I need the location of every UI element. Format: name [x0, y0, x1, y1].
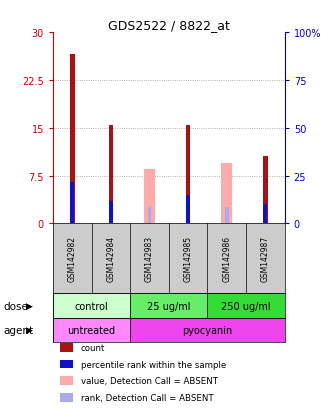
- Bar: [70, 55, 74, 224]
- Text: GSM142982: GSM142982: [68, 236, 77, 282]
- Text: ▶: ▶: [26, 301, 33, 310]
- Text: dose: dose: [3, 301, 28, 311]
- Text: GSM142983: GSM142983: [145, 236, 154, 282]
- Bar: [186, 125, 190, 224]
- Title: GDS2522 / 8822_at: GDS2522 / 8822_at: [108, 19, 230, 32]
- Text: pyocyanin: pyocyanin: [182, 325, 233, 335]
- Bar: [208, 294, 285, 318]
- Bar: [53, 318, 130, 342]
- Bar: [263, 205, 267, 224]
- Bar: [186, 195, 190, 224]
- Text: 250 ug/ml: 250 ug/ml: [221, 301, 271, 311]
- Text: 25 ug/ml: 25 ug/ml: [147, 301, 191, 311]
- Text: control: control: [75, 301, 109, 311]
- Bar: [60, 343, 73, 352]
- Bar: [109, 125, 113, 224]
- Text: GSM142986: GSM142986: [222, 236, 231, 282]
- Text: GSM142985: GSM142985: [184, 236, 193, 282]
- Bar: [148, 208, 151, 224]
- Text: percentile rank within the sample: percentile rank within the sample: [81, 360, 226, 369]
- Text: value, Detection Call = ABSENT: value, Detection Call = ABSENT: [81, 376, 218, 385]
- Text: GSM142987: GSM142987: [261, 236, 270, 282]
- Text: rank, Detection Call = ABSENT: rank, Detection Call = ABSENT: [81, 393, 213, 402]
- Text: agent: agent: [3, 325, 33, 335]
- Bar: [130, 318, 285, 342]
- Bar: [221, 164, 232, 224]
- Bar: [263, 157, 268, 224]
- Bar: [130, 294, 208, 318]
- Text: ▶: ▶: [26, 325, 33, 335]
- Bar: [70, 183, 74, 224]
- Text: count: count: [81, 343, 105, 352]
- Bar: [60, 393, 73, 402]
- Text: untreated: untreated: [68, 325, 116, 335]
- Bar: [60, 360, 73, 368]
- Bar: [109, 202, 113, 224]
- Bar: [144, 170, 155, 224]
- Bar: [53, 294, 130, 318]
- Bar: [225, 208, 229, 224]
- Bar: [60, 377, 73, 385]
- Text: GSM142984: GSM142984: [106, 236, 116, 282]
